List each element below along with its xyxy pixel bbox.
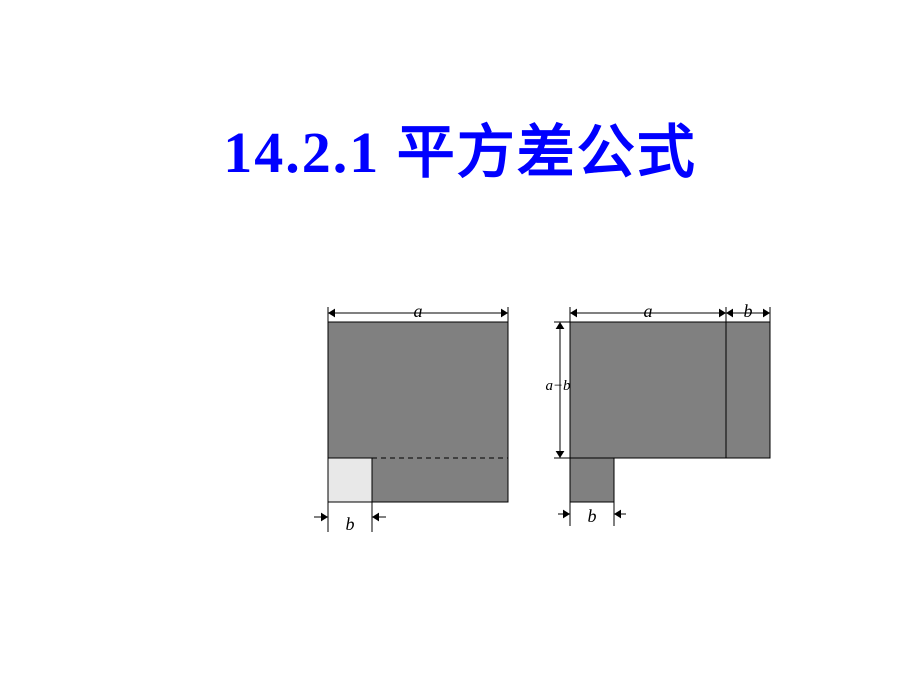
- svg-text:b: b: [346, 514, 355, 534]
- left-diagram: ab: [310, 300, 526, 560]
- svg-text:b: b: [744, 301, 753, 321]
- svg-text:b: b: [588, 506, 597, 526]
- slide-title: 14.2.1 平方差公式: [0, 105, 920, 189]
- right-diagram: a b a−b b: [536, 300, 776, 560]
- diagram-container: ab aba−bb: [310, 300, 776, 560]
- svg-text:a: a: [414, 301, 423, 321]
- svg-text:a: a: [644, 301, 653, 321]
- svg-text:a−b: a−b: [545, 378, 571, 394]
